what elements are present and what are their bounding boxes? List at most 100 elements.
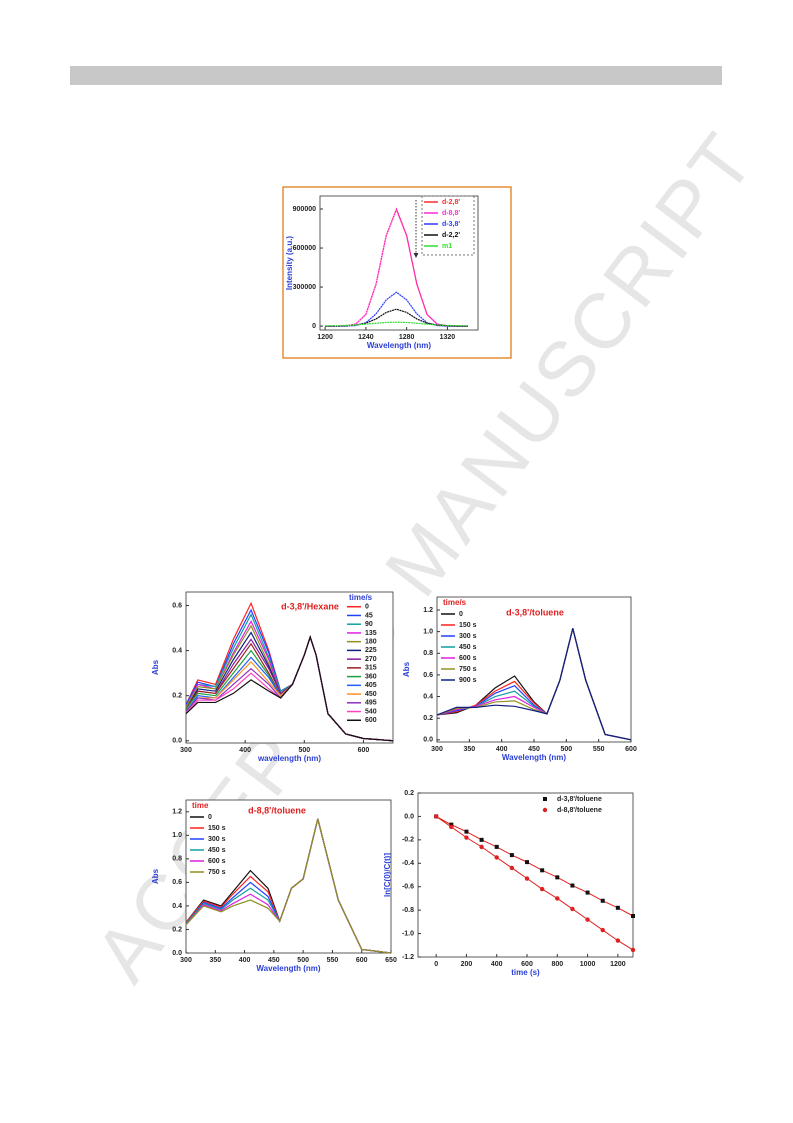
- legend-title: time/s: [349, 593, 373, 602]
- data-point: [449, 822, 454, 827]
- legend-label: 495: [365, 700, 377, 707]
- y-axis-label: Abs: [151, 659, 160, 675]
- x-tick-label: 1000: [580, 961, 596, 968]
- legend-label: 360: [365, 673, 377, 680]
- data-point: [433, 814, 439, 819]
- x-tick-label: 450: [528, 746, 540, 753]
- x-tick-label: 300: [180, 957, 192, 964]
- legend-label: 0: [459, 611, 463, 618]
- x-tick-label: 300: [180, 747, 192, 754]
- y-tick-label: 0.6: [423, 672, 433, 679]
- legend-label: 750 s: [208, 869, 226, 876]
- y-tick-label: -0.2: [402, 837, 414, 844]
- x-tick-label: 0: [434, 961, 438, 968]
- y-tick-label: 0.6: [172, 879, 182, 886]
- y-tick-label: 0.2: [423, 715, 433, 722]
- legend-label: 150 s: [208, 825, 226, 832]
- chart-title: d-3,8'/toluene: [506, 607, 564, 617]
- legend-label: 150 s: [459, 622, 477, 629]
- x-axis-label: Wavelength (nm): [502, 753, 566, 762]
- x-tick-label: 600: [358, 747, 370, 754]
- x-tick-label: 450: [268, 957, 280, 964]
- data-point: [464, 835, 469, 840]
- legend-label: 750 s: [459, 666, 477, 673]
- y-tick-label: -0.6: [402, 884, 414, 891]
- x-tick-label: 300: [431, 746, 443, 753]
- legend-swatch: [542, 807, 548, 813]
- plot-frame: [185, 591, 394, 744]
- data-point: [479, 837, 484, 842]
- x-tick-label: 350: [209, 957, 221, 964]
- plot-frame: [436, 596, 632, 743]
- data-point: [494, 844, 499, 849]
- data-point: [524, 876, 530, 881]
- y-tick-label: -1.2: [402, 954, 414, 961]
- legend-label: 0: [365, 604, 369, 611]
- legend-label: 300 s: [459, 633, 477, 640]
- y-tick-label: 0.2: [172, 926, 182, 933]
- figure-frame: [282, 186, 512, 359]
- legend-label: 600: [365, 717, 377, 724]
- data-point: [630, 947, 636, 953]
- x-tick-label: 400: [496, 746, 508, 753]
- x-tick-label: 1200: [317, 334, 333, 341]
- header-bar: [70, 66, 722, 85]
- x-tick-label: 650: [385, 957, 397, 964]
- plot-frame: [185, 799, 392, 954]
- data-point: [509, 853, 514, 858]
- legend-label: 225: [365, 647, 377, 654]
- data-point: [464, 829, 469, 834]
- x-tick-label: 500: [298, 747, 310, 754]
- data-point: [570, 883, 575, 888]
- x-tick-label: 550: [593, 746, 605, 753]
- data-point: [525, 860, 530, 865]
- x-tick-label: 600: [521, 961, 533, 968]
- legend-swatch: [543, 797, 547, 801]
- y-tick-label: 0.8: [423, 650, 433, 657]
- legend-label: 315: [365, 665, 377, 672]
- data-point: [494, 855, 499, 860]
- x-tick-label: 350: [463, 746, 475, 753]
- y-tick-label: -0.4: [402, 860, 414, 867]
- y-tick-label: 0.2: [172, 693, 182, 700]
- x-tick-label: 500: [297, 957, 309, 964]
- legend-label: 405: [365, 682, 377, 689]
- legend-label: 450 s: [208, 847, 226, 854]
- data-point: [555, 875, 560, 880]
- y-axis-label: Abs: [151, 868, 160, 884]
- y-tick-label: 1.0: [172, 832, 182, 839]
- y-axis-label: Abs: [402, 661, 411, 677]
- series-line: [185, 635, 394, 742]
- fit-line: [435, 815, 634, 917]
- legend-label: 450: [365, 691, 377, 698]
- data-point: [555, 896, 560, 901]
- data-point: [600, 927, 605, 933]
- data-point: [449, 824, 454, 830]
- y-tick-label: 600000: [293, 245, 316, 252]
- x-tick-label: 200: [461, 961, 473, 968]
- legend-title: time/s: [443, 598, 467, 607]
- legend-arrowhead: [413, 253, 419, 258]
- x-tick-label: 1320: [440, 334, 456, 341]
- x-axis-label: Wavelength (nm): [367, 341, 431, 350]
- legend-label: 900 s: [459, 677, 477, 684]
- series-line: [325, 321, 468, 327]
- fit-line: [435, 816, 634, 951]
- legend-label: 135: [365, 630, 377, 637]
- legend-frame: [421, 195, 475, 256]
- y-tick-label: 900000: [293, 206, 316, 213]
- y-tick-label: 1.2: [423, 607, 433, 614]
- data-point: [615, 938, 621, 943]
- x-tick-label: 1240: [358, 334, 374, 341]
- data-point: [615, 905, 620, 910]
- legend-label: m1: [442, 243, 452, 250]
- y-tick-label: 0.2: [404, 790, 414, 797]
- series-line: [185, 818, 392, 954]
- x-tick-label: 400: [491, 961, 503, 968]
- legend-label: 0: [208, 814, 212, 821]
- legend-label: d-8,8': [442, 210, 460, 217]
- data-point: [540, 868, 545, 873]
- y-tick-label: 1.0: [423, 628, 433, 635]
- x-tick-label: 600: [356, 957, 368, 964]
